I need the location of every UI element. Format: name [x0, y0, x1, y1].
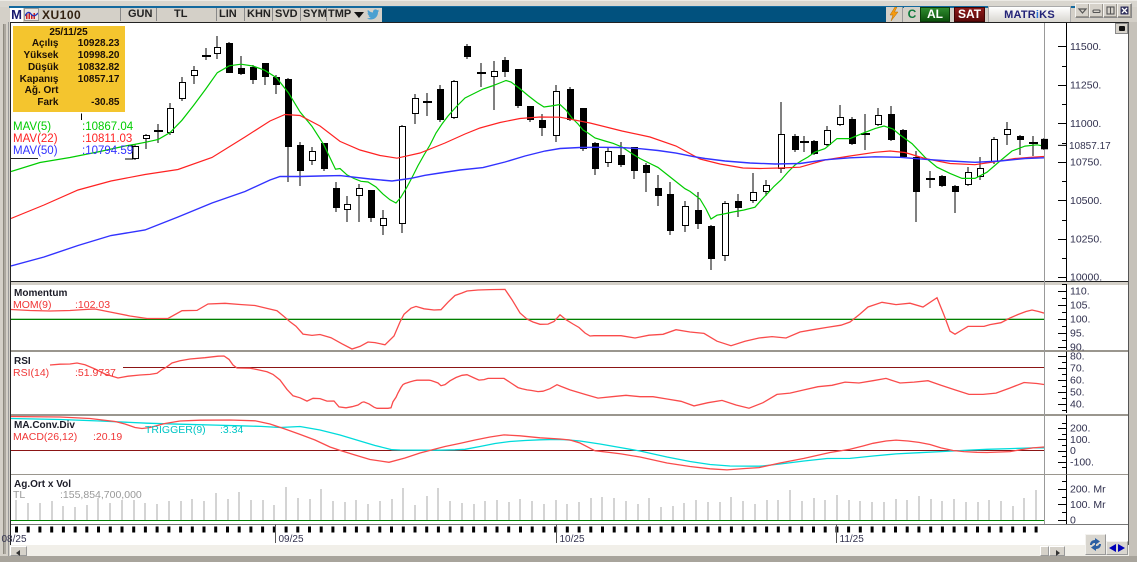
- svg-text:10250.: 10250.: [1070, 233, 1102, 245]
- svg-text:50.: 50.: [1070, 387, 1085, 399]
- svg-text:11000.: 11000.: [1070, 118, 1101, 130]
- svg-text:09/25: 09/25: [279, 534, 304, 545]
- svg-text:90.: 90.: [1070, 342, 1085, 354]
- svg-text:10750.: 10750.: [1070, 156, 1102, 168]
- svg-text:100. Mr: 100. Mr: [1070, 499, 1106, 511]
- svg-text:0: 0: [1070, 445, 1076, 457]
- svg-text:11250.: 11250.: [1070, 79, 1101, 91]
- svg-text:-100.: -100.: [1070, 456, 1094, 468]
- svg-text:11500.: 11500.: [1070, 41, 1101, 53]
- svg-text:0: 0: [1070, 515, 1076, 527]
- svg-text:100.: 100.: [1070, 434, 1090, 446]
- svg-text:100.: 100.: [1070, 314, 1090, 326]
- svg-text:11/25: 11/25: [840, 534, 865, 545]
- svg-text:105.: 105.: [1070, 300, 1090, 312]
- svg-text:200.: 200.: [1070, 423, 1090, 435]
- svg-text:95.: 95.: [1070, 328, 1085, 340]
- svg-text:10000.: 10000.: [1070, 272, 1102, 284]
- svg-text:60.: 60.: [1070, 375, 1085, 387]
- svg-text:10857.17: 10857.17: [1069, 141, 1111, 152]
- svg-text:110.: 110.: [1070, 286, 1090, 298]
- svg-text:80.: 80.: [1070, 351, 1085, 363]
- svg-text:40.: 40.: [1070, 399, 1085, 411]
- svg-text:70.: 70.: [1070, 363, 1085, 375]
- svg-text:10/25: 10/25: [560, 534, 585, 545]
- svg-text:08/25: 08/25: [2, 534, 27, 545]
- svg-text:10500.: 10500.: [1070, 195, 1102, 207]
- svg-text:200. Mr: 200. Mr: [1070, 483, 1106, 495]
